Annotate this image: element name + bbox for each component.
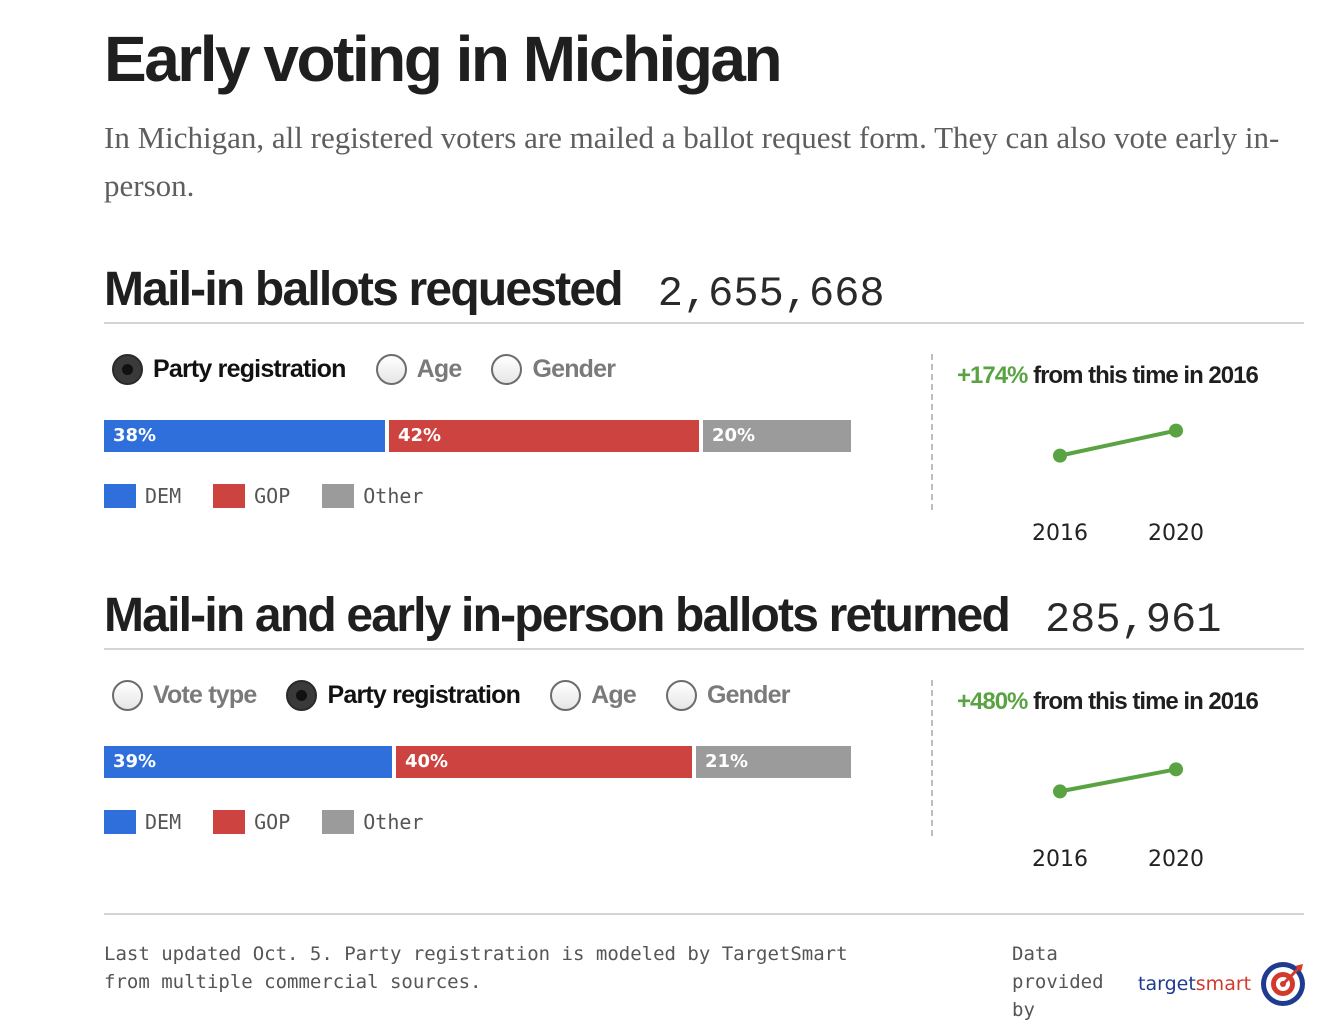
section-rule xyxy=(104,322,1304,324)
target-icon xyxy=(1261,962,1306,1006)
targetsmart-logo[interactable]: targetsmart xyxy=(1138,960,1307,1008)
growth-percent: +174% xyxy=(957,362,1028,389)
page-title: Early voting in Michigan xyxy=(104,23,783,95)
radio-selected-icon[interactable] xyxy=(112,354,143,385)
growth-percent: +480% xyxy=(957,688,1028,715)
growth-summary: +174% from this time in 2016 xyxy=(957,362,1259,390)
sparkline-tick-label: 2016 xyxy=(1032,847,1088,872)
legend-swatch xyxy=(213,484,246,508)
radio-icon[interactable] xyxy=(491,354,523,385)
data-provider-label: Data provided by xyxy=(1012,943,1104,1021)
bar-segment-other: 20% xyxy=(703,420,851,452)
option-label: Party registration xyxy=(327,681,521,709)
dashed-divider xyxy=(931,680,933,836)
option-label: Age xyxy=(416,355,463,383)
option-age[interactable]: Age xyxy=(550,680,637,711)
logo-wordmark-main: target xyxy=(1138,973,1196,995)
radio-icon[interactable] xyxy=(550,680,582,711)
legend-swatch xyxy=(104,484,136,508)
growth-text: from this time in 2016 xyxy=(1033,688,1259,715)
breakdown-options: Vote type Party registration Age Gender xyxy=(112,680,820,711)
sparkline-line xyxy=(1059,767,1177,794)
section-rule xyxy=(104,648,1304,650)
option-gender[interactable]: Gender xyxy=(665,680,791,711)
radio-icon[interactable] xyxy=(375,354,407,385)
option-vote-type[interactable]: Vote type xyxy=(112,680,257,711)
growth-text: from this time in 2016 xyxy=(1033,362,1259,389)
growth-summary: +480% from this time in 2016 xyxy=(957,688,1259,716)
sparkline-tick-label: 2020 xyxy=(1148,521,1204,546)
legend-label: Other xyxy=(363,810,424,834)
legend-item-other: Other xyxy=(322,810,423,834)
bar-segment-gop: 40% xyxy=(396,746,692,778)
sparkline-point-2016 xyxy=(1053,784,1067,799)
sparkline-point-2020 xyxy=(1169,762,1183,777)
sparkline-tick-label: 2020 xyxy=(1148,847,1204,872)
legend-swatch xyxy=(322,484,355,508)
legend-label: Other xyxy=(363,484,424,508)
legend-item-dem: DEM xyxy=(104,484,181,508)
option-label: Age xyxy=(591,681,637,709)
sparkline-point-2016 xyxy=(1053,448,1067,463)
sparkline-point-2020 xyxy=(1169,423,1183,438)
option-party-registration[interactable]: Party registration xyxy=(286,680,521,711)
section-total: 285,961 xyxy=(1044,596,1222,644)
option-label: Gender xyxy=(532,355,616,383)
section-header: Mail-in ballots requested 2,655,668 xyxy=(104,262,1304,318)
radio-selected-icon[interactable] xyxy=(286,680,318,711)
section-total: 2,655,668 xyxy=(657,270,885,318)
option-label: Gender xyxy=(706,681,791,709)
sparkline-tick-label: 2016 xyxy=(1032,521,1088,546)
bar-segment-other: 21% xyxy=(696,746,851,778)
logo-wordmark-accent: smart xyxy=(1195,973,1252,995)
breakdown-options: Party registration Age Gender xyxy=(112,354,645,385)
legend-label: DEM xyxy=(145,484,182,508)
legend-label: DEM xyxy=(145,810,182,834)
bar-segment-dem: 38% xyxy=(104,420,385,452)
legend-item-gop: GOP xyxy=(213,484,290,508)
legend-swatch xyxy=(322,810,355,834)
option-age[interactable]: Age xyxy=(375,354,463,385)
party-stacked-bar: 38% 42% 20% xyxy=(104,420,851,452)
legend-item-dem: DEM xyxy=(104,810,181,834)
growth-sparkline: 2016 2020 xyxy=(1032,423,1204,546)
legend-label: GOP xyxy=(254,810,291,834)
sparkline-line xyxy=(1059,428,1177,458)
legend-label: GOP xyxy=(254,484,291,508)
section-header: Mail-in and early in-person ballots retu… xyxy=(104,588,1304,644)
radio-icon[interactable] xyxy=(112,680,143,711)
section-title: Mail-in ballots requested xyxy=(104,263,624,316)
footnote: Last updated Oct. 5. Party registration … xyxy=(104,943,848,993)
section-title: Mail-in and early in-person ballots retu… xyxy=(104,589,1011,642)
legend-item-other: Other xyxy=(322,484,423,508)
option-party-registration[interactable]: Party registration xyxy=(112,354,346,385)
option-label: Party registration xyxy=(153,355,346,383)
legend-swatch xyxy=(213,810,246,834)
legend-item-gop: GOP xyxy=(213,810,290,834)
legend: DEM GOP Other xyxy=(104,484,455,508)
footer-rule xyxy=(104,913,1304,915)
party-stacked-bar: 39% 40% 21% xyxy=(104,746,851,778)
option-gender[interactable]: Gender xyxy=(491,354,616,385)
page-subtitle: In Michigan, all registered voters are m… xyxy=(104,120,1280,203)
growth-sparkline: 2016 2020 xyxy=(1032,762,1204,872)
legend-swatch xyxy=(104,810,136,834)
logo-wordmark: targetsmart xyxy=(1138,973,1251,995)
bar-segment-gop: 42% xyxy=(389,420,699,452)
legend: DEM GOP Other xyxy=(104,810,455,834)
option-label: Vote type xyxy=(153,681,257,709)
dashed-divider xyxy=(931,354,933,510)
radio-icon[interactable] xyxy=(665,680,697,711)
bar-segment-dem: 39% xyxy=(104,746,392,778)
